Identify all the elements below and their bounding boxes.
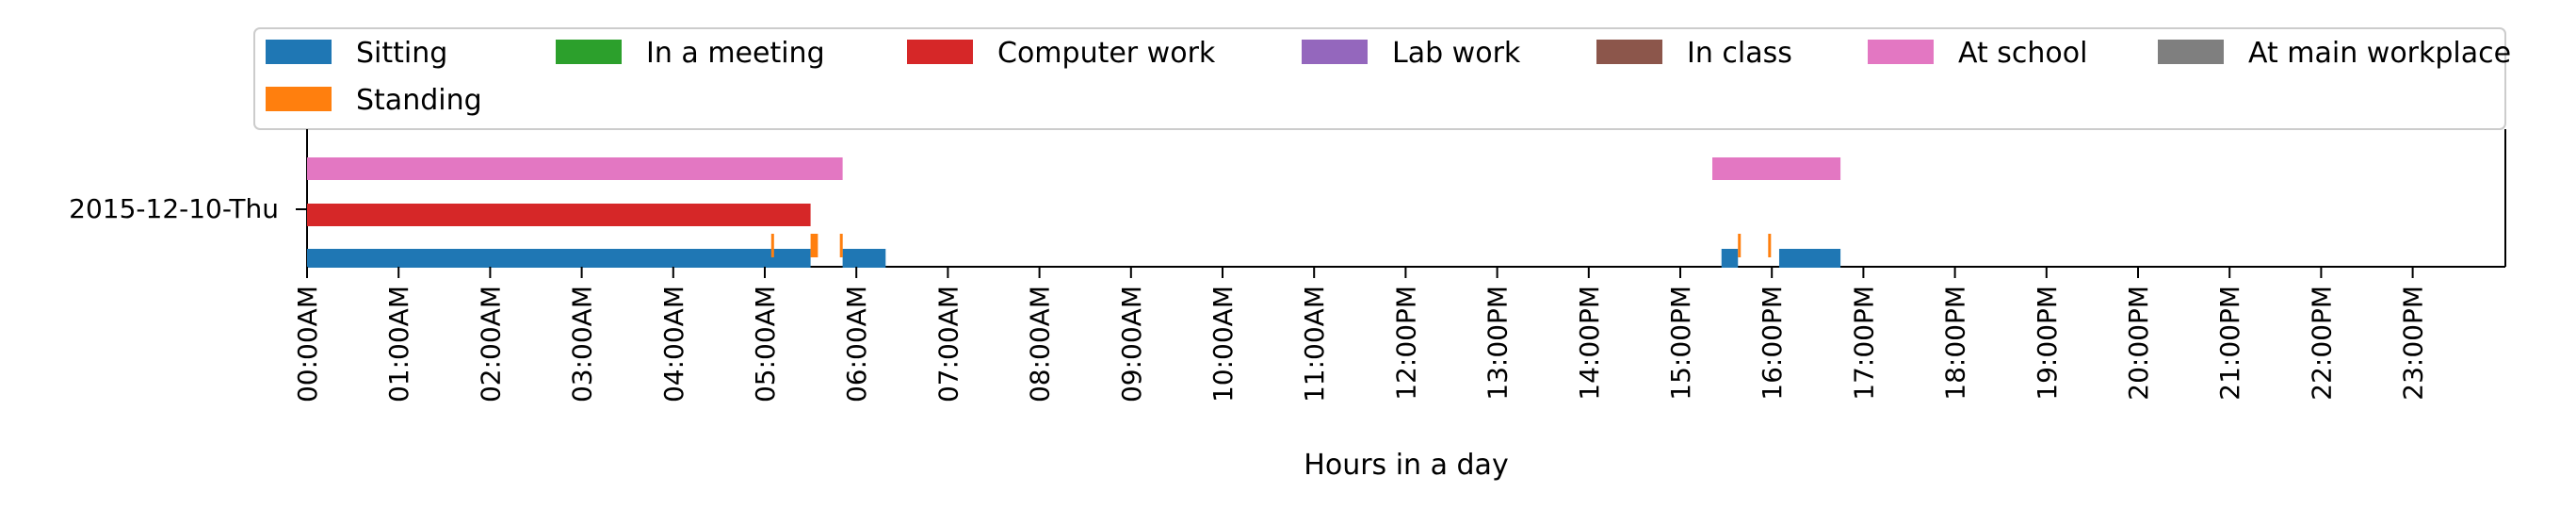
x-ticks: 00:00AM 01:00AM 02:00AM 03:00AM 04:00AM 05:00… [292,267,2429,402]
x-tick-label-6: 06:00AM [841,286,872,402]
bar-standing-4 [1768,234,1772,257]
legend-swatch-computer-work [907,40,973,64]
bar-computer-work-0 [307,204,811,226]
x-axis-label: Hours in a day [1304,449,1508,482]
bar-sitting-3 [1778,249,1841,268]
bars [307,157,1841,268]
bar-standing-0 [770,234,774,257]
x-tick-label-11: 11:00AM [1299,286,1330,402]
bar-standing-2 [839,234,843,257]
x-tick-label-20: 20:00PM [2123,286,2154,401]
legend-swatch-sitting [266,40,332,64]
legend-label-at-school: At school [1958,37,2087,70]
legend-label-in-a-meeting: In a meeting [646,37,825,70]
x-tick-label-5: 05:00AM [750,286,781,402]
bar-sitting-2 [1721,249,1739,268]
x-tick-label-15: 15:00PM [1665,286,1696,401]
legend-swatch-standing [266,87,332,111]
legend: Sitting In a meeting Computer work Lab work… [266,37,2511,117]
y-category-label: 2015-12-10-Thu [69,193,279,224]
legend-label-in-class: In class [1687,37,1792,70]
x-tick-label-14: 14:00PM [1574,286,1605,401]
x-tick-label-16: 16:00PM [1757,286,1788,401]
x-tick-label-22: 22:00PM [2306,286,2337,401]
x-tick-label-4: 04:00AM [658,286,689,402]
x-tick-label-23: 23:00PM [2398,286,2429,401]
x-tick-label-18: 18:00PM [1940,286,1971,401]
bar-sitting-1 [842,249,886,268]
x-tick-label-13: 13:00PM [1482,286,1514,401]
legend-swatch-in-a-meeting [556,40,622,64]
x-tick-label-7: 07:00AM [932,286,964,402]
x-tick-label-19: 19:00PM [2032,286,2063,401]
x-tick-label-0: 00:00AM [292,286,323,402]
legend-swatch-lab-work [1302,40,1368,64]
x-tick-label-9: 09:00AM [1116,286,1147,402]
legend-label-standing: Standing [356,84,482,117]
bar-at-school-1 [1712,157,1841,180]
bar-sitting-0 [307,249,811,268]
x-tick-label-17: 17:00PM [1848,286,1879,401]
legend-label-lab-work: Lab work [1392,37,1521,70]
bar-standing-3 [1738,234,1742,257]
x-tick-label-12: 12:00PM [1390,286,1421,401]
legend-swatch-at-school [1868,40,1934,64]
bar-standing-1 [810,234,818,257]
x-tick-label-3: 03:00AM [567,286,598,402]
x-tick-label-1: 01:00AM [383,286,414,402]
plot-area [306,129,2506,268]
legend-label-at-main-workplace: At main workplace [2248,37,2511,70]
legend-swatch-in-class [1596,40,1662,64]
legend-box [253,27,2506,130]
x-tick-label-10: 10:00AM [1207,286,1239,402]
legend-label-sitting: Sitting [356,37,447,70]
bar-at-school-0 [307,157,843,180]
x-tick-label-21: 21:00PM [2214,286,2245,401]
legend-label-computer-work: Computer work [997,37,1216,70]
legend-swatch-at-main-workplace [2158,40,2224,64]
x-tick-label-2: 02:00AM [475,286,506,402]
x-tick-label-8: 08:00AM [1025,286,1056,402]
